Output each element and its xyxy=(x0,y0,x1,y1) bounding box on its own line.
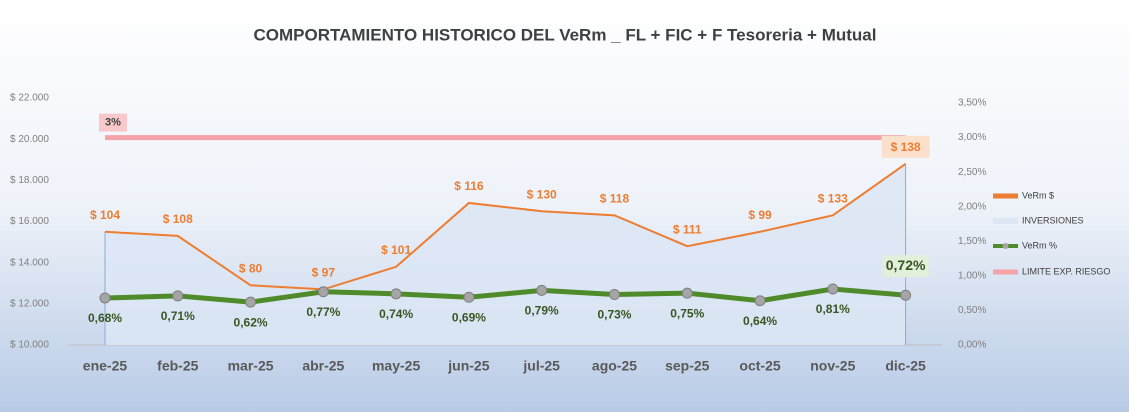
area xyxy=(104,163,906,345)
data-label: $ 116 xyxy=(454,179,484,193)
data-label: $ 130 xyxy=(527,187,557,201)
data-label: 0,79% xyxy=(525,304,559,318)
marker xyxy=(754,295,766,307)
data-label: 0,77% xyxy=(306,305,340,319)
label-box xyxy=(881,135,930,158)
label-box xyxy=(98,113,127,132)
x-tick-label: dic-25 xyxy=(885,358,926,374)
x-tick-label: sep-25 xyxy=(665,358,710,374)
legend-label: LIMITE EXP. RIESGO xyxy=(1022,266,1110,276)
y-tick-label: $ 12.000 xyxy=(10,298,49,309)
data-label: $ 111 xyxy=(673,222,702,236)
data-label: $ 80 xyxy=(239,261,263,275)
data-label: 0,64% xyxy=(743,314,777,328)
marker xyxy=(390,288,402,300)
x-tick-label: feb-25 xyxy=(157,358,198,374)
marker xyxy=(317,286,329,298)
data-label: 0,71% xyxy=(161,309,195,323)
data-label: 0,62% xyxy=(234,315,268,329)
marker xyxy=(536,284,548,296)
marker xyxy=(172,290,184,302)
legend-label: VeRm $ xyxy=(1022,190,1054,200)
x-tick-label: mar-25 xyxy=(228,358,274,374)
y-tick-label: $ 20.000 xyxy=(10,134,49,145)
x-tick-label: nov-25 xyxy=(810,358,855,374)
y2-tick-label: 2,50% xyxy=(958,167,986,178)
y2-tick-label: 1,00% xyxy=(958,270,986,281)
data-label: 0,69% xyxy=(452,310,486,324)
marker xyxy=(608,289,620,301)
y2-tick-label: 2,00% xyxy=(958,201,986,212)
y2-tick-label: 3,50% xyxy=(958,98,986,109)
marker xyxy=(99,292,111,304)
y-tick-label: $ 18.000 xyxy=(10,175,49,186)
marker xyxy=(900,289,912,301)
data-label: 0,75% xyxy=(670,306,704,320)
data-label: $ 133 xyxy=(818,191,848,205)
data-label: 0,73% xyxy=(597,308,631,322)
data-label: $ 101 xyxy=(381,243,411,257)
y2-tick-label: 1,50% xyxy=(958,236,986,247)
data-label: 3% xyxy=(105,116,121,128)
label-box xyxy=(882,255,929,278)
data-label: 0,81% xyxy=(816,302,850,316)
y2-tick-label: 0,50% xyxy=(958,305,986,316)
y-tick-label: $ 14.000 xyxy=(10,257,49,268)
x-tick-label: jun-25 xyxy=(447,358,489,374)
data-label: $ 108 xyxy=(163,212,193,226)
marker xyxy=(463,291,475,303)
x-tick-label: may-25 xyxy=(372,358,420,374)
legend-label: INVERSIONES xyxy=(1022,215,1084,225)
data-label: 0,74% xyxy=(379,307,413,321)
legend-label: VeRm % xyxy=(1022,240,1057,250)
x-tick-label: oct-25 xyxy=(739,358,780,374)
marker xyxy=(245,296,257,308)
x-tick-label: jul-25 xyxy=(522,358,560,374)
legend-marker xyxy=(1002,243,1009,249)
marker xyxy=(681,287,693,299)
data-label: $ 138 xyxy=(891,140,921,154)
y-tick-label: $ 16.000 xyxy=(10,216,49,227)
data-label: 0,72% xyxy=(886,257,926,273)
y-tick-label: $ 22.000 xyxy=(10,93,49,104)
pct-line xyxy=(104,286,906,305)
data-label: $ 99 xyxy=(748,208,772,222)
data-label: $ 97 xyxy=(312,266,336,280)
data-label: $ 118 xyxy=(600,191,630,205)
area-line xyxy=(104,163,907,291)
x-tick-label: abr-25 xyxy=(302,358,344,374)
x-tick-label: ene-25 xyxy=(83,358,128,374)
data-label: 0,68% xyxy=(88,311,122,325)
x-tick-label: ago-25 xyxy=(592,358,637,374)
data-label: $ 104 xyxy=(90,208,120,222)
chart-title: COMPORTAMIENTO HISTORICO DEL VeRm _ FL +… xyxy=(254,25,877,44)
y-tick-label: $ 10.000 xyxy=(10,340,49,351)
y2-tick-label: 0,00% xyxy=(958,340,986,351)
y2-tick-label: 3,00% xyxy=(958,132,986,143)
marker xyxy=(827,283,839,295)
